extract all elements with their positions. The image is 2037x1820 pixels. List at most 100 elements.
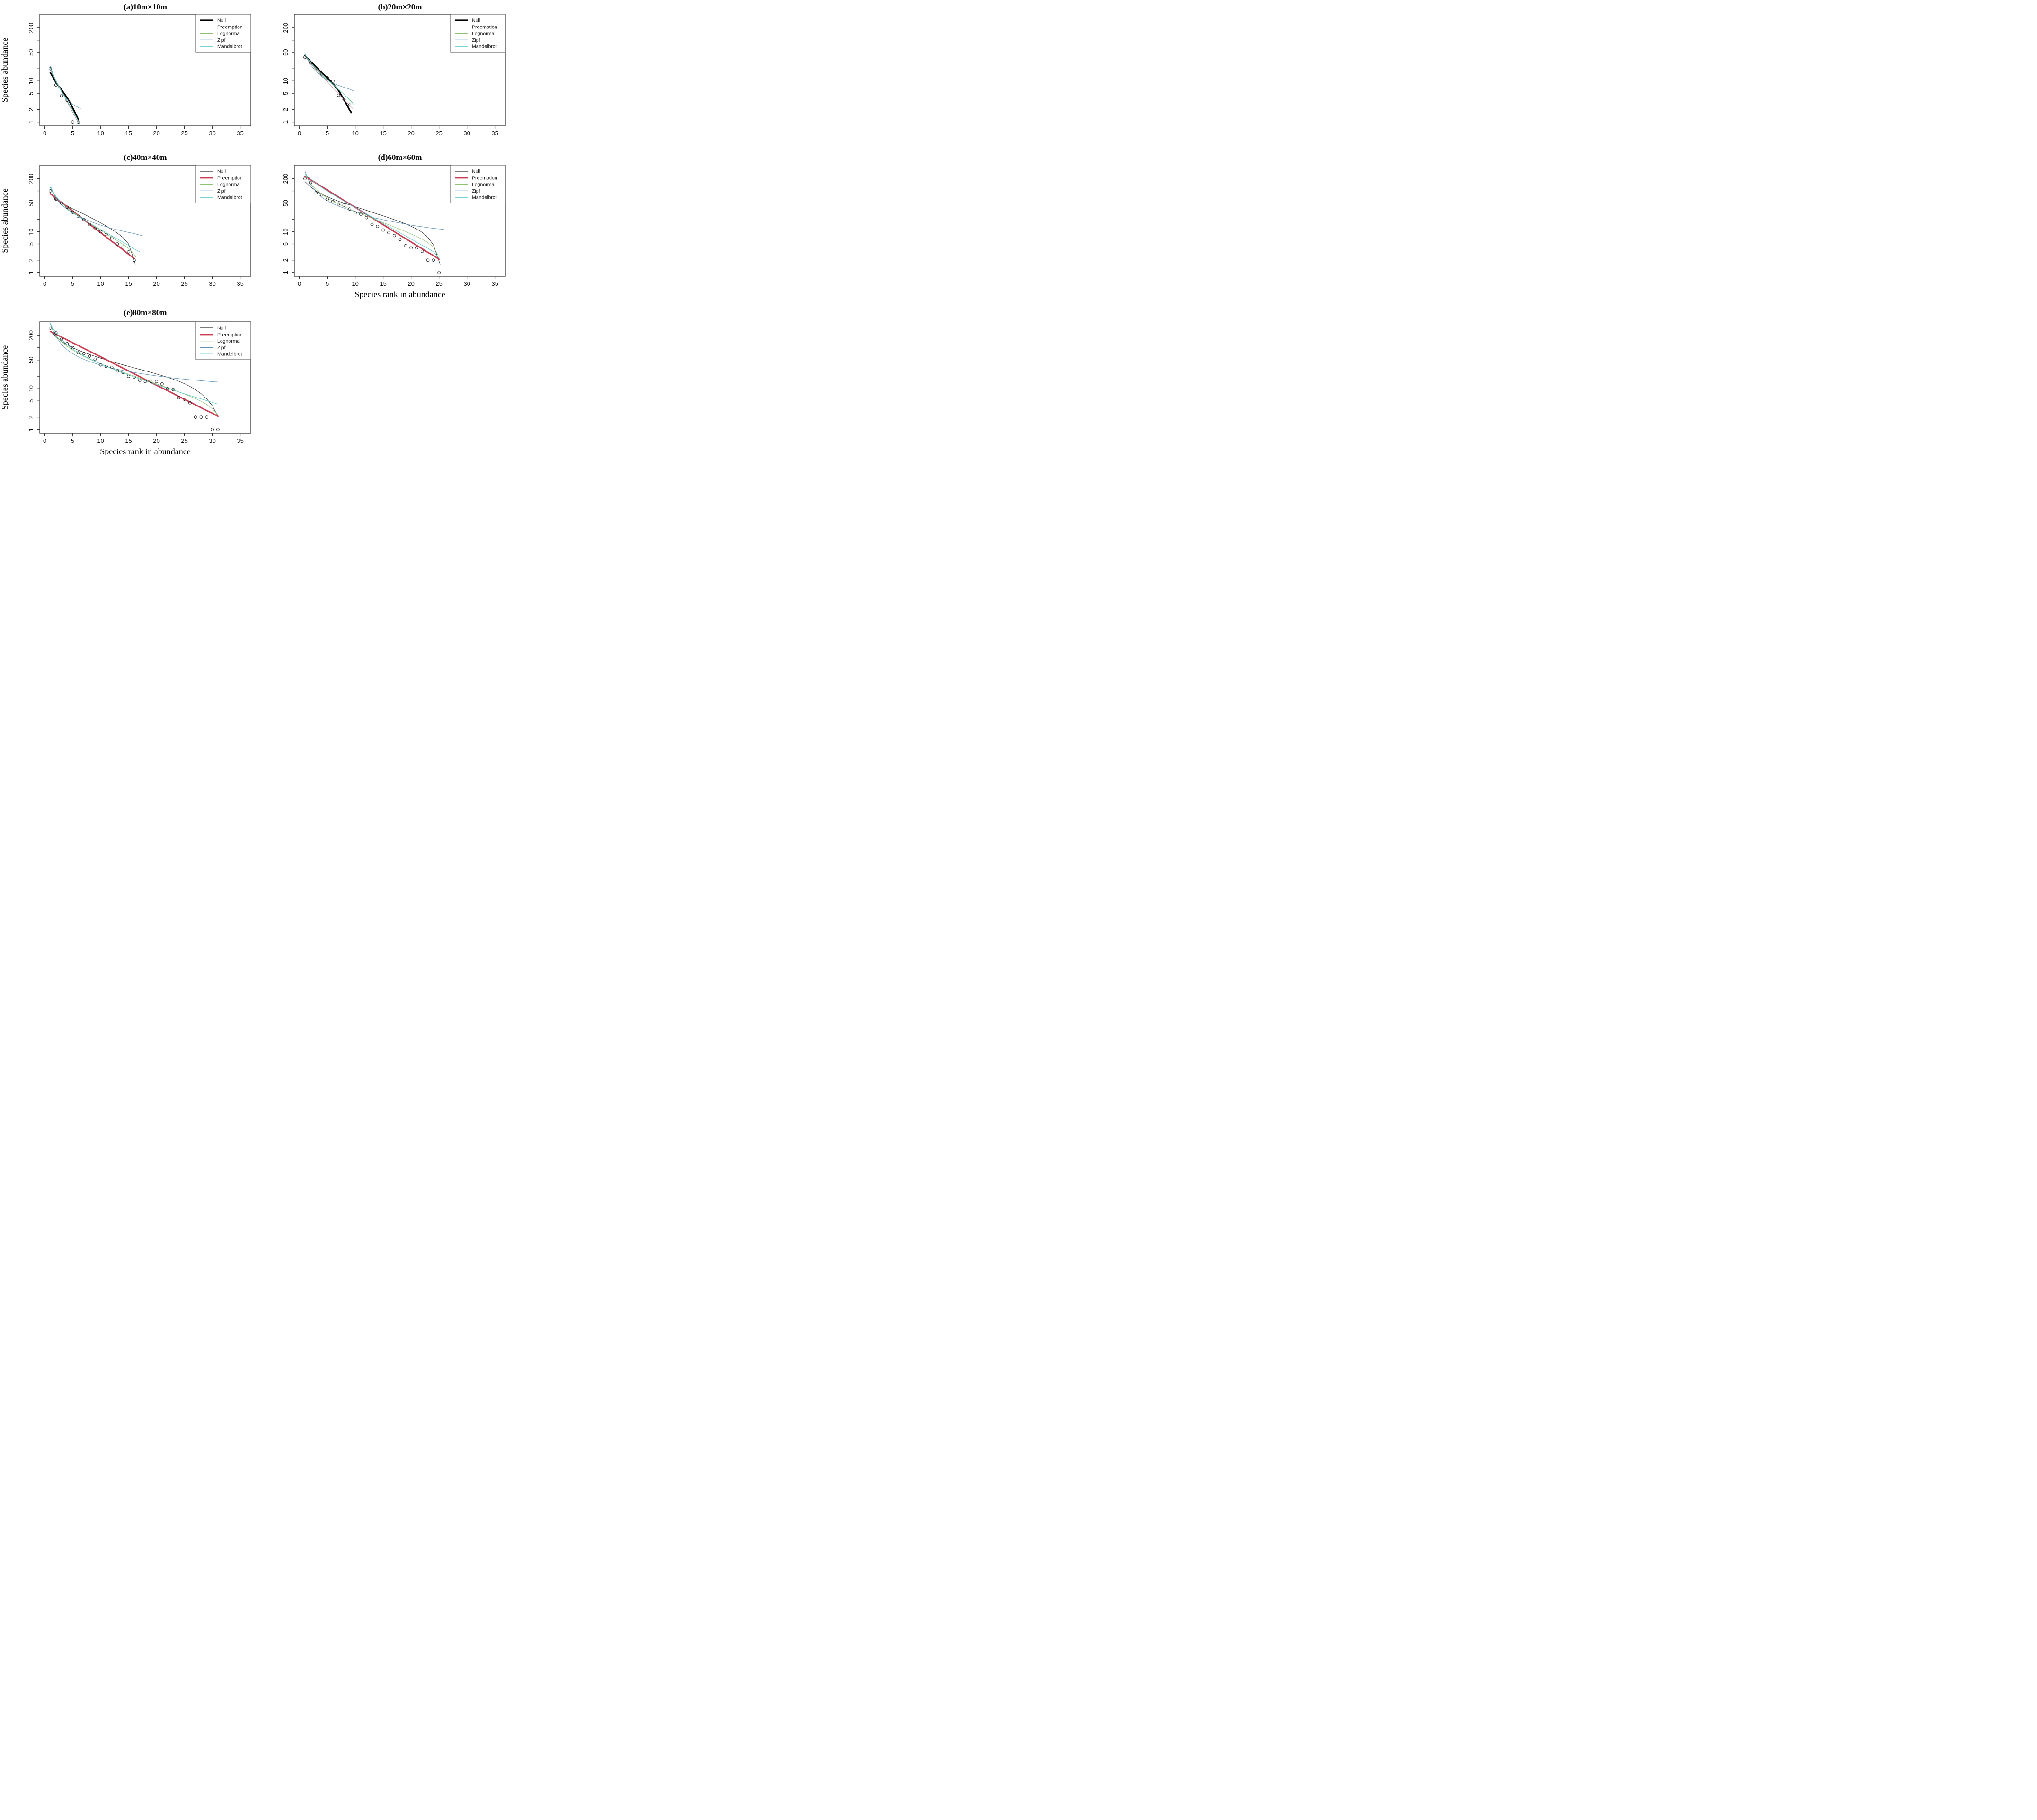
series-preemption-line [49,193,135,259]
y-tick-label: 200 [27,330,35,341]
x-tick-label: 35 [237,437,243,444]
observed-point [404,244,407,247]
panel-b-title: (b)20m×20m [378,2,422,11]
y-tick-label: 10 [27,78,35,84]
x-tick-label: 20 [407,280,414,287]
observed-point [370,223,374,226]
legend-label-lognormal: Lognormal [472,31,496,36]
observed-point [320,193,324,197]
x-tick-label: 5 [71,130,74,137]
legend-label-null: Null [472,169,480,175]
y-tick-label: 2 [282,258,289,262]
observed-point [133,375,136,379]
legend-label-preemption: Preemption [217,175,243,181]
x-tick-label: 30 [209,437,215,444]
observed-point [88,354,91,358]
panel-a: (a)10m×10m 0 5 10 15 20 25 30 35 1 2 5 10 50 200 Specie… [0,0,255,150]
observed-point [420,249,424,253]
series-mandelbrot-line [50,68,80,124]
observed-point [127,250,130,254]
observed-point [437,271,441,274]
x-tick-label: 0 [298,280,301,287]
y-tick-label: 5 [282,242,289,246]
observed-point [342,98,346,101]
observed-points [49,67,80,124]
x-tick-label: 20 [153,437,159,444]
x-tick-label: 15 [380,280,386,287]
panel-b: (b)20m×20m 0 5 10 15 20 25 30 35 1 2 5 10 50 200 Null Pr… [255,0,509,150]
x-tick-label: 10 [97,280,104,287]
series-mandelbrot-line [304,54,354,105]
observed-point [149,380,153,383]
observed-point [376,225,380,228]
x-tick-label: 35 [491,280,498,287]
observed-point [54,197,58,201]
observed-point [93,227,97,230]
y-axis-title: Species abundance [0,188,9,253]
y-tick-label: 2 [27,415,35,419]
observed-point [60,202,63,205]
y-tick-label: 50 [27,49,35,56]
observed-point [71,346,74,350]
observed-point [54,331,58,335]
plot-frame [294,14,506,126]
observed-point [110,366,114,369]
x-tick-label: 10 [97,437,104,444]
x-tick-label: 30 [209,280,215,287]
panel-grid: (a)10m×10m 0 5 10 15 20 25 30 35 1 2 5 10 50 200 Specie… [0,0,509,455]
observed-point [331,200,335,203]
x-tick-label: 15 [125,437,132,444]
x-tick-label: 25 [181,280,187,287]
observed-point [99,363,102,367]
panel-e-title: (e)80m×80m [124,308,167,317]
legend-label-zipf: Zipf [472,37,480,43]
x-tick-label: 20 [153,280,159,287]
observed-point [60,337,63,341]
x-tick-label: 0 [43,280,46,287]
x-tick-label: 20 [153,130,159,137]
observed-point [110,236,114,240]
observed-point [143,380,147,383]
observed-point [392,234,396,238]
observed-point [121,371,125,374]
y-tick-label: 5 [27,399,35,403]
observed-point [211,428,214,431]
plot-frame [294,165,506,277]
observed-point [337,93,340,97]
y-tick-label: 1 [282,271,289,274]
legend-label-null: Null [217,18,226,24]
observed-point [60,94,63,97]
legend-label-lognormal: Lognormal [217,31,241,36]
observed-point [171,388,175,391]
legend-label-preemption: Preemption [217,332,243,337]
y-tick-label: 200 [282,174,289,184]
y-tick-label: 1 [27,120,35,124]
observed-point [155,380,158,383]
x-tick-label: 25 [435,280,442,287]
legend-label-null: Null [472,18,480,24]
plot-frame [39,321,251,434]
y-tick-label: 1 [27,428,35,431]
observed-points [49,327,220,431]
x-tick-label: 15 [380,130,386,137]
y-tick-label: 10 [27,385,35,392]
legend-label-preemption: Preemption [217,24,243,30]
y-tick-label: 50 [27,200,35,206]
x-tick-label: 5 [71,280,74,287]
observed-point [77,120,80,124]
observed-point [326,76,329,80]
observed-point [303,55,307,59]
series-preemption-line [49,330,219,417]
x-tick-label: 25 [435,130,442,137]
observed-point [115,242,119,246]
series-zipf-line [50,187,143,236]
y-tick-label: 5 [27,242,35,246]
observed-point [177,396,181,399]
panel-c: (c)40m×40m 0 5 10 15 20 25 30 35 1 2 5 10 50 200 Specie… [0,150,255,303]
observed-point [426,258,430,262]
observed-point [127,374,130,378]
